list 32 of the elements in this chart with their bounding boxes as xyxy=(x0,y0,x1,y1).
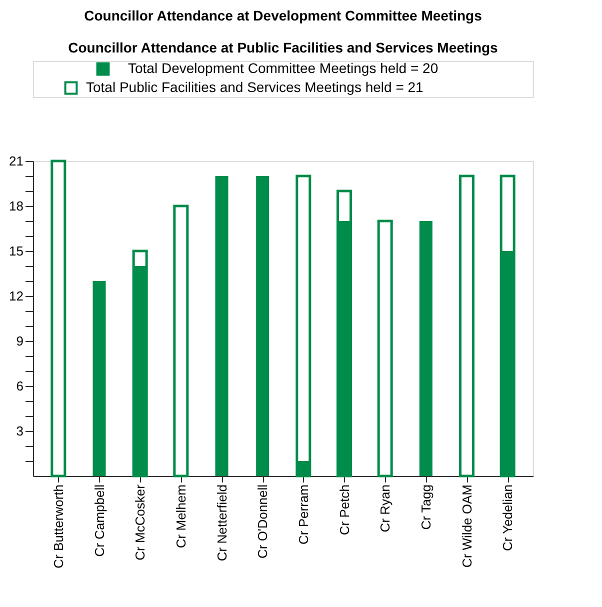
x-tick-label: Cr Tagg xyxy=(418,484,434,530)
bar xyxy=(377,220,393,478)
bar xyxy=(459,174,474,478)
bar xyxy=(50,160,66,478)
y-tick-label: 6 xyxy=(16,378,24,394)
chart-title: Councillor Attendance at Development Committee Meetings xyxy=(84,7,482,24)
x-tick-label: Cr O'Donnell xyxy=(255,484,270,559)
x-tick-label: Cr Melhem xyxy=(173,484,188,548)
chart-subtitle: Councillor Attendance at Public Facilities and Services Meetings xyxy=(68,39,498,56)
x-tick-label: Cr Campbell xyxy=(92,484,107,557)
bar xyxy=(215,176,228,476)
x-tick-label: Cr Ryan xyxy=(378,484,393,532)
y-tick-label: 3 xyxy=(16,424,24,438)
x-tick-label: Cr Perram xyxy=(296,484,311,544)
x-tick-label: Cr Petch xyxy=(336,484,352,536)
x-tick-label: Cr Netterfield xyxy=(214,484,230,562)
legend-label: Total Public Facilities and Services Meetings held = 21 xyxy=(86,79,424,95)
x-tick-label: Cr Butterworth xyxy=(50,484,66,568)
x-tick-label: Cr Wilde OAM xyxy=(459,484,474,568)
y-tick-label: 9 xyxy=(16,334,24,348)
x-tick-label: Cr McCosker xyxy=(132,484,148,560)
y-tick-label: 15 xyxy=(9,244,24,258)
bar xyxy=(419,221,432,476)
legend-label: Total Development Committee Meetings held = 20 xyxy=(128,60,438,76)
bar xyxy=(173,204,189,478)
y-tick-label: 18 xyxy=(9,198,24,214)
x-tick-label: Cr Yedelian xyxy=(500,484,516,551)
bar xyxy=(256,176,270,476)
bar xyxy=(92,281,106,476)
bar xyxy=(296,174,312,478)
y-tick-label: 12 xyxy=(9,288,24,304)
y-tick-label: 21 xyxy=(9,154,24,168)
